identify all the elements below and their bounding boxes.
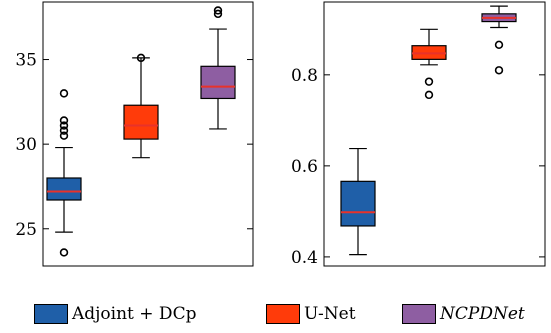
legend-label-ncpdnet: NCPDNet: [440, 304, 525, 324]
outlier-ncpdnet-2-1: [494, 40, 504, 49]
outlier-adjoint-dcp-1-0: [59, 248, 69, 257]
legend-swatch-unet: [266, 304, 300, 324]
outlier-adjoint-dcp-1-5: [59, 89, 69, 98]
box-unet-1: [123, 104, 159, 140]
outlier-unet-2-0: [424, 90, 434, 100]
outlier-adjoint-dcp-1-4: [59, 116, 69, 125]
legend-item-ncpdnet: NCPDNet: [402, 301, 525, 327]
legend: Adjoint + DCp U-Net NCPDNet: [0, 301, 551, 327]
outlier-ncpdnet-2-0: [494, 66, 504, 75]
box-adjoint-dcp-1: [46, 177, 82, 201]
y-tick-label-2-1: 0.6: [291, 157, 318, 177]
outlier-ncpdnet-1-0: [213, 9, 223, 19]
legend-item-adjoint-dcp: Adjoint + DCp: [34, 301, 196, 327]
legend-swatch-ncpdnet: [402, 304, 436, 324]
axes-frame-1: [42, 1, 254, 267]
box-adjoint-dcp-2: [340, 180, 376, 227]
outlier-adjoint-dcp-1-3: [59, 121, 69, 130]
y-tick-label-1-2: 35: [15, 51, 37, 71]
outlier-adjoint-dcp-1-1: [59, 131, 69, 140]
outlier-ncpdnet-1-1: [213, 6, 223, 15]
y-tick-label-2-0: 0.4: [291, 248, 318, 268]
y-tick-label-2-2: 0.8: [291, 66, 318, 86]
y-tick-label-1-1: 30: [15, 135, 37, 155]
legend-item-unet: U-Net: [266, 301, 356, 327]
legend-label-unet: U-Net: [304, 304, 356, 324]
y-tick-label-1-0: 25: [15, 220, 37, 240]
outlier-unet-2-1: [424, 77, 434, 86]
box-ncpdnet-1: [200, 65, 236, 100]
legend-label-adjoint-dcp: Adjoint + DCp: [72, 304, 197, 324]
legend-swatch-adjoint-dcp: [34, 304, 68, 324]
box-plot-figure: 25 30 35 0.4 0.6 0.8: [15, 1, 546, 268]
axes-frame-2: [323, 1, 546, 267]
outlier-unet-1-0: [136, 53, 146, 63]
outlier-adjoint-dcp-1-2: [59, 126, 69, 135]
